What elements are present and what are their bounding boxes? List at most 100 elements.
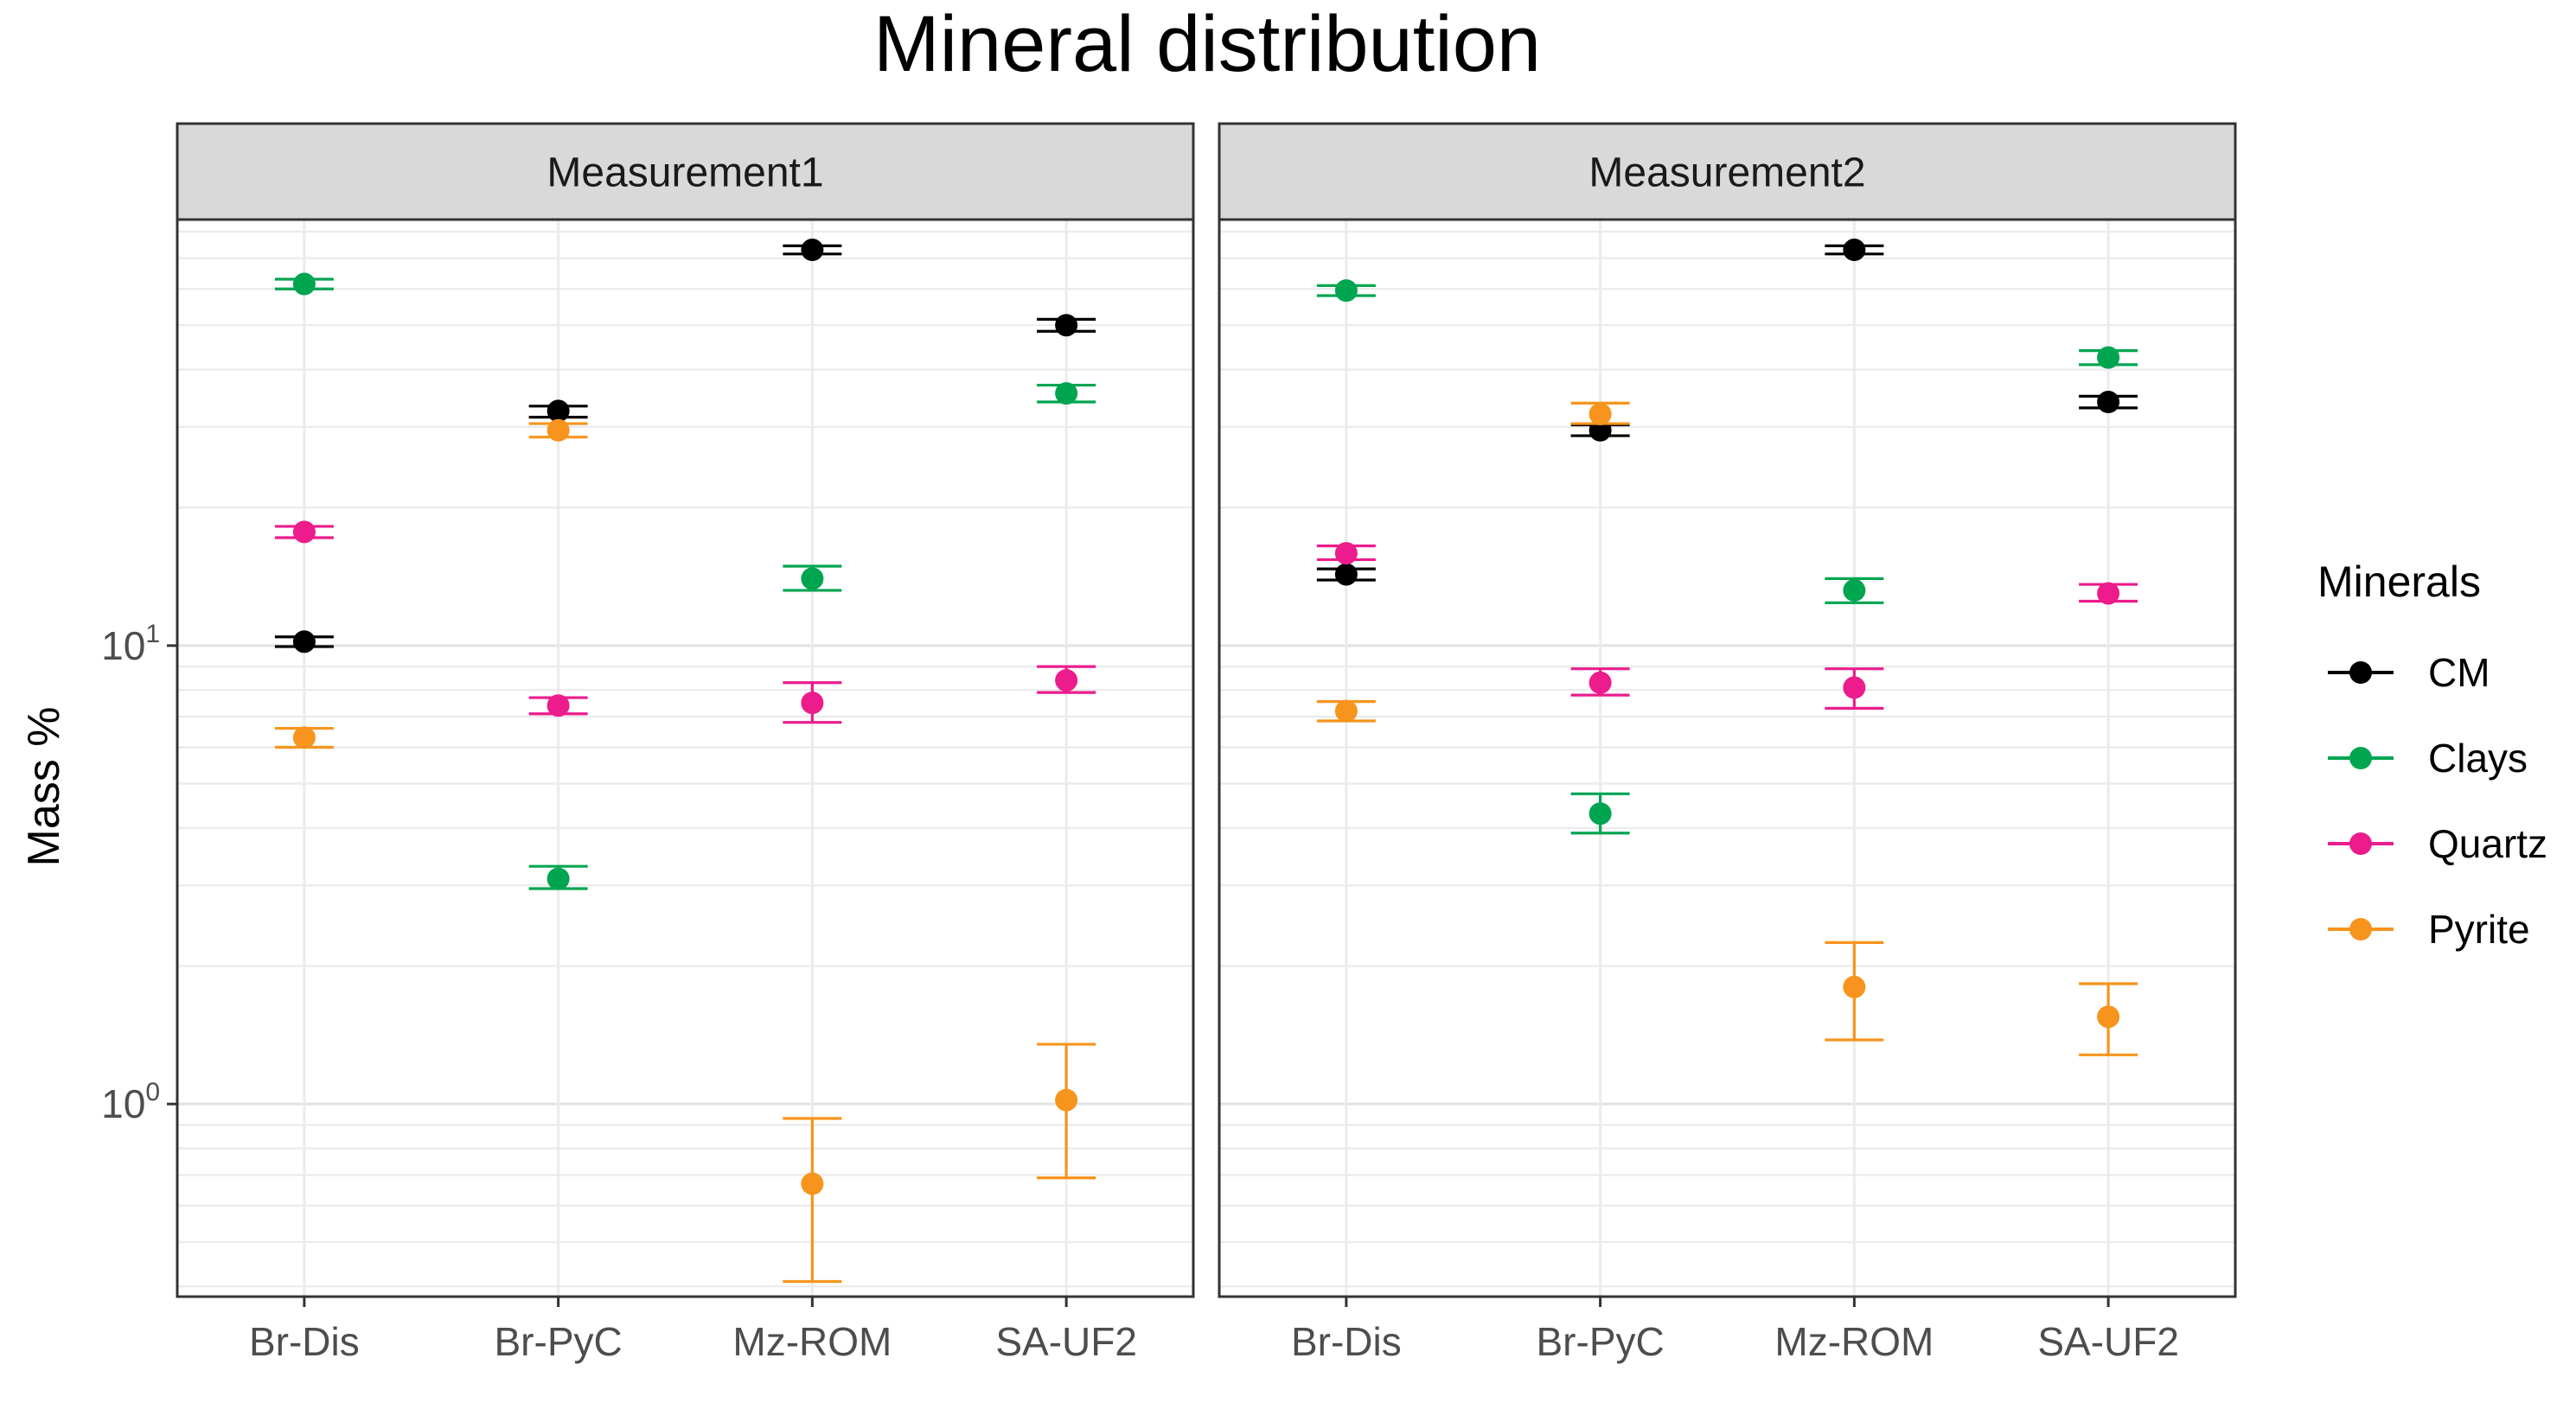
errorbar-quartz-mz-rom (1825, 667, 1884, 710)
point-cm-br-dis (1334, 563, 1358, 586)
point-cm-br-pyc (547, 399, 570, 423)
errorbar-clays-br-pyc (528, 864, 588, 890)
point-quartz-mz-rom (1843, 676, 1866, 699)
point-pyrite-br-pyc (1588, 402, 1612, 425)
point-quartz-br-dis (292, 520, 316, 544)
errorbar-pyrite-sa-uf2 (2079, 982, 2138, 1056)
point-pyrite-br-pyc (547, 418, 570, 442)
legend-item-quartz: Quartz (2328, 821, 2547, 866)
point-pyrite-mz-rom (801, 1172, 824, 1195)
errorbar-pyrite-sa-uf2 (1037, 1042, 1096, 1180)
legend-key-point (2349, 832, 2372, 855)
chart-title: Mineral distribution (873, 0, 1541, 88)
legend-key-point (2349, 747, 2372, 769)
point-quartz-sa-uf2 (1055, 669, 1078, 692)
y-axis-label: Mass % (19, 707, 69, 867)
gridlines (1219, 220, 2235, 1297)
facet-panel-measurement2: Measurement2 Br-Dis Br-PyC Mz-ROM SA-UF2 (1218, 122, 2237, 1364)
errorbar-quartz-br-pyc (1570, 667, 1630, 697)
point-quartz-br-pyc (1588, 671, 1612, 694)
point-cm-sa-uf2 (2097, 391, 2120, 414)
errorbar-pyrite-br-dis (1316, 699, 1376, 723)
errorbar-cm-br-dis (274, 630, 334, 653)
point-clays-sa-uf2 (2097, 346, 2120, 369)
point-clays-br-pyc (1588, 802, 1612, 826)
point-clays-mz-rom (801, 567, 824, 590)
y-tick-label: 101 (101, 620, 160, 668)
errorbar-cm-br-pyc (528, 399, 588, 423)
legend-title: Minerals (2317, 558, 2481, 606)
errorbar-clays-br-pyc (1570, 792, 1630, 835)
point-cm-sa-uf2 (1055, 314, 1078, 337)
x-tick-label: Br-PyC (495, 1319, 623, 1364)
legend-label: CM (2428, 650, 2490, 695)
point-pyrite-sa-uf2 (1055, 1088, 1078, 1112)
errorbar-quartz-br-pyc (528, 694, 588, 717)
errorbar-quartz-sa-uf2 (2079, 582, 2138, 605)
point-clays-sa-uf2 (1055, 382, 1078, 405)
panel-border (1218, 218, 2237, 1298)
x-tick-label: SA-UF2 (995, 1319, 1137, 1364)
x-tick-label: Br-Dis (1291, 1319, 1402, 1364)
errorbar-clays-mz-rom (783, 564, 842, 592)
errorbar-clays-sa-uf2 (1037, 382, 1096, 405)
point-quartz-br-pyc (547, 694, 570, 717)
errorbar-quartz-br-dis (1316, 542, 1376, 565)
point-cm-mz-rom (1843, 239, 1866, 262)
errorbar-quartz-br-dis (274, 520, 334, 544)
point-pyrite-br-dis (292, 726, 316, 749)
errorbar-pyrite-br-dis (274, 726, 334, 749)
errorbar-pyrite-br-pyc (528, 418, 588, 442)
errorbar-clays-br-dis (274, 272, 334, 296)
errorbar-cm-br-dis (1316, 563, 1376, 586)
point-clays-br-dis (292, 272, 316, 296)
y-axis: 100 101 (101, 620, 177, 1126)
data-points (1316, 239, 2138, 1056)
legend-key-point (2349, 918, 2372, 940)
point-quartz-mz-rom (801, 692, 824, 715)
legend-label: Quartz (2428, 821, 2547, 866)
legend-item-cm: CM (2328, 650, 2490, 695)
errorbar-cm-mz-rom (1825, 239, 1884, 262)
panel-background (177, 220, 1193, 1297)
x-tick-label: Mz-ROM (732, 1319, 892, 1364)
point-quartz-br-dis (1334, 542, 1358, 565)
errorbar-cm-sa-uf2 (2079, 391, 2138, 414)
facet-strip-label: Measurement2 (1588, 150, 1865, 196)
errorbar-quartz-mz-rom (783, 681, 842, 724)
y-tick-label: 100 (101, 1078, 160, 1126)
errorbar-clays-mz-rom (1825, 577, 1884, 604)
x-tick-label: Br-PyC (1537, 1319, 1665, 1364)
point-cm-br-dis (292, 630, 316, 653)
facet-strip (1218, 122, 2237, 221)
point-cm-mz-rom (801, 239, 824, 262)
errorbar-clays-br-dis (1316, 279, 1376, 303)
point-clays-mz-rom (1843, 578, 1866, 602)
x-tick-label: Mz-ROM (1774, 1319, 1934, 1364)
legend-item-clays: Clays (2328, 736, 2528, 781)
point-pyrite-mz-rom (1843, 975, 1866, 998)
x-tick-label: SA-UF2 (2037, 1319, 2179, 1364)
errorbar-cm-sa-uf2 (1037, 314, 1096, 337)
gridlines (177, 220, 1193, 1297)
legend-label: Pyrite (2428, 907, 2530, 952)
point-pyrite-br-dis (1334, 699, 1358, 723)
facet-strip (176, 122, 1195, 221)
errorbar-clays-sa-uf2 (2079, 346, 2138, 369)
point-clays-br-dis (1334, 279, 1358, 303)
legend-item-pyrite: Pyrite (2328, 907, 2530, 952)
legend-label: Clays (2428, 736, 2528, 781)
x-axis: Br-Dis Br-PyC Mz-ROM SA-UF2 (1291, 1297, 2179, 1364)
point-quartz-sa-uf2 (2097, 582, 2120, 605)
point-pyrite-sa-uf2 (2097, 1005, 2120, 1029)
errorbar-quartz-sa-uf2 (1037, 665, 1096, 694)
x-tick-label: Br-Dis (249, 1319, 360, 1364)
legend-key-point (2349, 661, 2372, 684)
data-points (274, 239, 1096, 1284)
facet-strip-label: Measurement1 (547, 150, 823, 196)
errorbar-pyrite-mz-rom (783, 1117, 842, 1284)
panel-background (1219, 220, 2235, 1297)
